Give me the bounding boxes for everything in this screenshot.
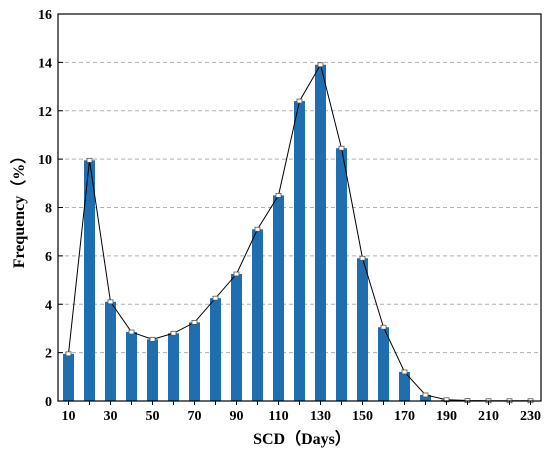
bar-50: [147, 339, 158, 401]
x-tick-label-10: 10: [62, 409, 76, 424]
x-axis-title: SCD（Days）: [253, 430, 351, 448]
x-tick-label-50: 50: [146, 409, 160, 424]
y-tick-label-2: 2: [45, 347, 52, 362]
x-tick-label-230: 230: [520, 409, 541, 424]
bar-160: [378, 327, 389, 401]
bar-110: [273, 195, 284, 401]
point-40: [128, 329, 135, 335]
point-140: [338, 145, 345, 151]
point-150: [359, 255, 366, 261]
x-tick-label-190: 190: [436, 409, 457, 424]
bar-120: [294, 101, 305, 401]
y-tick-label-0: 0: [45, 395, 52, 410]
y-tick-label-16: 16: [38, 8, 52, 23]
bar-30: [105, 301, 116, 401]
point-120: [296, 98, 303, 104]
point-80: [212, 295, 219, 301]
frequency-line: [65, 62, 534, 404]
point-60: [170, 330, 177, 336]
x-tick-label-170: 170: [394, 409, 415, 424]
y-tick-label-10: 10: [38, 153, 52, 168]
x-tick-label-210: 210: [478, 409, 499, 424]
y-tick-label-4: 4: [45, 298, 52, 313]
point-20: [86, 157, 93, 163]
x-tick-label-150: 150: [352, 409, 373, 424]
y-axis-title: Frequency（%）: [10, 148, 28, 269]
x-tick-label-90: 90: [230, 409, 244, 424]
bars: [63, 64, 536, 401]
bar-40: [126, 332, 137, 401]
bar-140: [336, 148, 347, 401]
point-30: [107, 299, 114, 305]
x-tick-label-30: 30: [104, 409, 118, 424]
bar-130: [315, 64, 326, 401]
point-10: [65, 351, 72, 357]
x-tick-labels: 10 30 50 70 90 110 130 150 170 190 210 230: [62, 409, 542, 424]
x-tick-label-70: 70: [188, 409, 202, 424]
point-130: [317, 62, 324, 68]
bar-10: [63, 353, 74, 401]
y-tick-labels: 0 2 4 6 8 10 12 14 16: [38, 8, 52, 410]
bar-170: [399, 371, 410, 401]
point-70: [191, 319, 198, 325]
point-90: [233, 271, 240, 277]
point-180: [422, 392, 429, 398]
bar-20: [84, 160, 95, 401]
bar-180: [420, 394, 431, 401]
axes: [57, 13, 542, 405]
y-tick-label-6: 6: [45, 250, 52, 265]
y-tick-label-14: 14: [38, 56, 52, 71]
bar-100: [252, 229, 263, 401]
bar-60: [168, 333, 179, 401]
point-160: [380, 324, 387, 330]
y-tick-label-12: 12: [38, 105, 52, 120]
bar-150: [357, 258, 368, 401]
point-50: [149, 336, 156, 342]
point-110: [275, 193, 282, 198]
bar-90: [231, 274, 242, 401]
x-tick-label-110: 110: [268, 409, 288, 424]
bar-80: [210, 298, 221, 401]
x-tick-label-130: 130: [310, 409, 331, 424]
y-tick-label-8: 8: [45, 202, 52, 217]
bar-70: [189, 322, 200, 401]
point-100: [254, 226, 261, 232]
point-170: [401, 369, 408, 375]
